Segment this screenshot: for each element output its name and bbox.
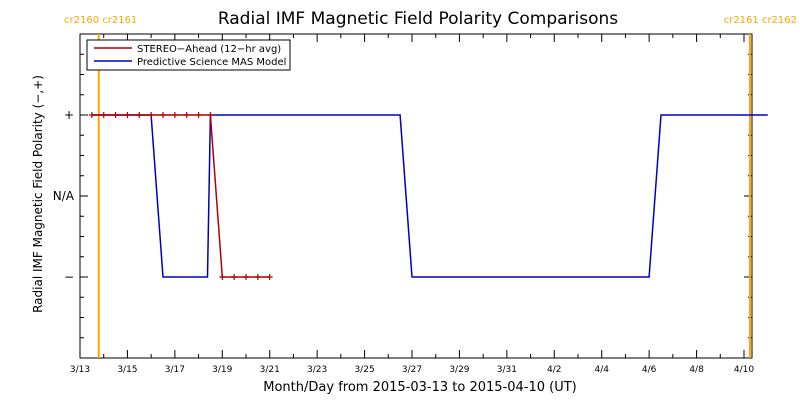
legend-label-mas-model: Predictive Science MAS Model [137, 57, 286, 68]
series-layer [88, 112, 768, 280]
legend-label-stereo: STEREO−Ahead (12−hr avg) [137, 44, 281, 55]
series-marker-stereo [195, 112, 202, 118]
series-line-mas-model [91, 114, 768, 278]
y-tick-label: − [64, 270, 74, 284]
y-tick-labels: + N/A − [53, 108, 75, 284]
legend-box [86, 39, 291, 71]
series-marker-stereo [88, 112, 95, 118]
x-tick-label: 3/23 [307, 365, 327, 375]
x-tick-label: 3/13 [70, 365, 90, 375]
x-tick-label: 4/2 [547, 365, 561, 375]
x-tick-label: 3/15 [117, 365, 137, 375]
series-marker-stereo [171, 112, 178, 118]
carrington-rotation-markers: cr2160 cr2161 cr2161 cr2162 [64, 15, 797, 358]
x-tick-label: 4/10 [734, 365, 754, 375]
series-marker-stereo [219, 274, 226, 280]
y-tick-label: N/A [53, 189, 75, 203]
axis-ticks [79, 34, 752, 358]
series-line-stereo [91, 114, 270, 278]
series-marker-stereo [231, 274, 238, 280]
series-marker-stereo [100, 112, 107, 118]
x-tick-label: 4/6 [642, 365, 657, 375]
x-tick-label: 3/29 [449, 365, 469, 375]
plot-area-frame [79, 33, 753, 359]
x-tick-labels: 3/13 3/15 3/17 3/19 3/21 3/23 3/25 3/27 3/29 3/31… [70, 365, 754, 375]
series-marker-stereo [124, 112, 131, 118]
x-tick-label: 3/25 [354, 365, 374, 375]
x-tick-label: 3/21 [260, 365, 280, 375]
x-tick-label: 3/31 [497, 365, 517, 375]
x-axis-label: Month/Day from 2015-03-13 to 2015-04-10 … [263, 380, 576, 395]
chart-title: Radial IMF Magnetic Field Polarity Compa… [218, 9, 618, 29]
x-tick-label: 4/8 [689, 365, 704, 375]
series-marker-stereo [148, 112, 155, 118]
series-marker-stereo [207, 112, 214, 118]
carrington-label-right: cr2161 cr2162 [724, 15, 797, 26]
x-tick-label: 3/19 [212, 365, 232, 375]
carrington-label-left: cr2160 cr2161 [64, 15, 137, 26]
x-tick-label: 4/4 [594, 365, 609, 375]
series-marker-stereo [183, 112, 190, 118]
x-tick-label: 3/17 [165, 365, 185, 375]
series-marker-stereo [136, 112, 143, 118]
y-tick-label: + [64, 108, 74, 122]
x-tick-label: 3/27 [402, 365, 422, 375]
series-marker-stereo [254, 274, 261, 280]
series-marker-stereo [112, 112, 119, 118]
y-axis-label: Radial IMF Magnetic Field Polarity (−,+) [31, 75, 45, 313]
legend: STEREO−Ahead (12−hr avg) Predictive Scie… [86, 39, 291, 71]
series-marker-stereo [243, 274, 249, 280]
series-marker-stereo [266, 274, 273, 280]
series-marker-stereo [160, 112, 166, 118]
